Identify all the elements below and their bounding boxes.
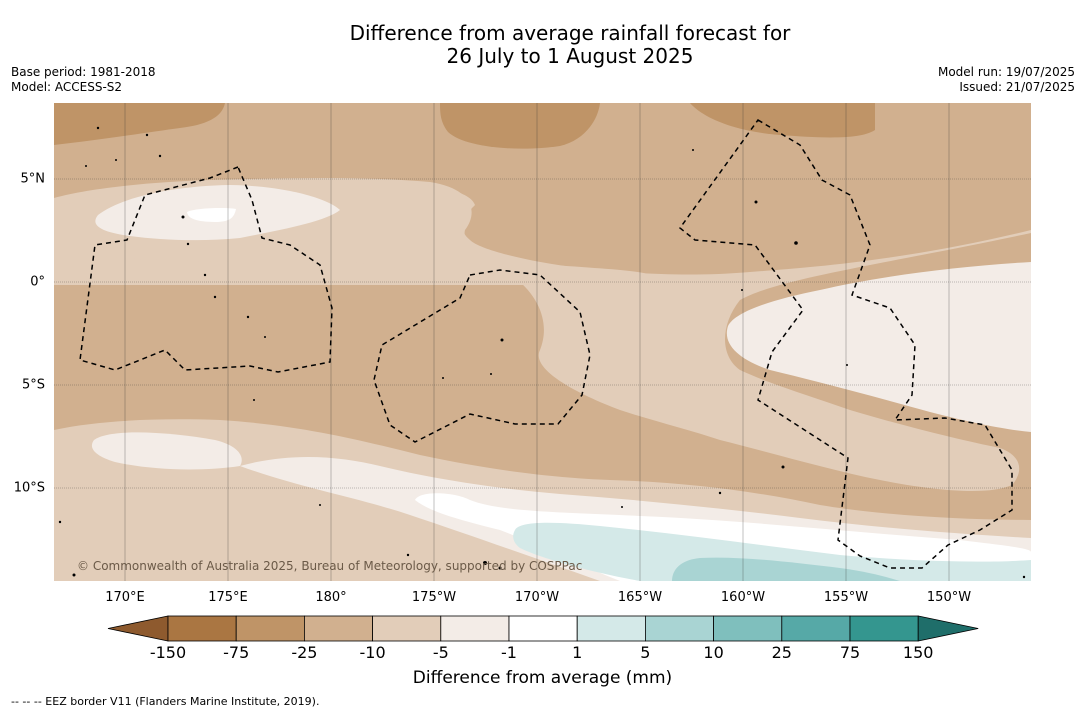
colorbar-segment <box>235 615 305 642</box>
colorbar-tick-label: 1 <box>572 643 583 662</box>
map-fields <box>54 103 1031 581</box>
base-period-text: Base period: 1981-2018 <box>11 65 156 79</box>
colorbar-segment <box>849 615 919 642</box>
field-pale-sw <box>91 432 242 470</box>
colorbar-segment <box>713 615 783 642</box>
colorbar-segment <box>440 615 510 642</box>
lon-label: 170°E <box>105 590 145 605</box>
colorbar-tick-label: -75 <box>223 643 250 662</box>
colorbar-title: Difference from average (mm) <box>412 668 673 688</box>
field-pale-east <box>726 262 1031 432</box>
colorbar-tick-label: 5 <box>640 643 651 662</box>
lon-label: 160°W <box>720 590 766 605</box>
meta-left: Base period: 1981-2018 Model: ACCESS-S2 <box>11 65 156 95</box>
colorbar-tick-label: 150 <box>902 643 934 662</box>
lon-label: 150°W <box>926 590 972 605</box>
eez-border-east <box>678 119 1013 569</box>
graticule <box>54 103 1031 581</box>
lat-label: 5°S <box>21 377 45 393</box>
colorbar-tick-label: -1 <box>501 643 517 662</box>
islands <box>58 126 1026 579</box>
colorbar-tick-label: 10 <box>703 643 724 662</box>
field-dark-ne <box>690 103 875 138</box>
credit-text: © Commonwealth of Australia 2025, Bureau… <box>77 559 582 573</box>
colorbar-extend-low <box>107 615 169 642</box>
field-dark-nw <box>54 103 225 145</box>
meta-right: Model run: 19/07/2025 Issued: 21/07/2025 <box>938 65 1075 95</box>
lon-label: 165°W <box>617 590 663 605</box>
map-title-line-1: Difference from average rainfall forecas… <box>349 21 791 45</box>
lat-label: 0° <box>30 274 45 290</box>
colorbar-segment <box>781 615 851 642</box>
colorbar-segment <box>303 615 373 642</box>
colorbar-segment <box>645 615 715 642</box>
colorbar-tick-label: -25 <box>291 643 318 662</box>
lon-label: 170°W <box>514 590 560 605</box>
colorbar-tick-label: -10 <box>359 643 386 662</box>
colorbar-tick-label: 75 <box>839 643 861 662</box>
field-teal-mid <box>672 557 900 581</box>
eez-border-west <box>79 166 333 373</box>
colorbar-segment <box>576 615 646 642</box>
colorbar-tick-label: 25 <box>771 643 792 662</box>
lon-label: 155°W <box>823 590 869 605</box>
colorbar-segment <box>508 615 578 642</box>
eez-border-center <box>373 269 591 443</box>
issued-text: Issued: 21/07/2025 <box>959 80 1075 94</box>
lat-label: 10°S <box>13 480 45 496</box>
colorbar-segment <box>372 615 442 642</box>
lat-label: 5°N <box>20 171 46 187</box>
colorbar-tick-label: -5 <box>432 643 449 662</box>
lon-label: 175°E <box>208 590 248 605</box>
map-title-line-2: 26 July to 1 August 2025 <box>446 44 694 68</box>
model-text: Model: ACCESS-S2 <box>11 80 123 94</box>
lon-label: 180° <box>315 590 347 605</box>
colorbar-extend-high <box>917 615 979 642</box>
model-run-text: Model run: 19/07/2025 <box>937 65 1075 79</box>
field-dark-n <box>440 103 600 149</box>
field-teal-light <box>513 522 1031 581</box>
colorbar-segment <box>167 615 237 642</box>
colorbar <box>107 615 979 642</box>
colorbar-tick-label: -150 <box>149 643 187 662</box>
lon-label: 175°W <box>411 590 457 605</box>
eez-footnote: -- -- -- EEZ border V11 (Flanders Marine… <box>11 695 320 708</box>
eez-borders <box>79 119 1013 569</box>
field-white-nw <box>187 208 236 222</box>
